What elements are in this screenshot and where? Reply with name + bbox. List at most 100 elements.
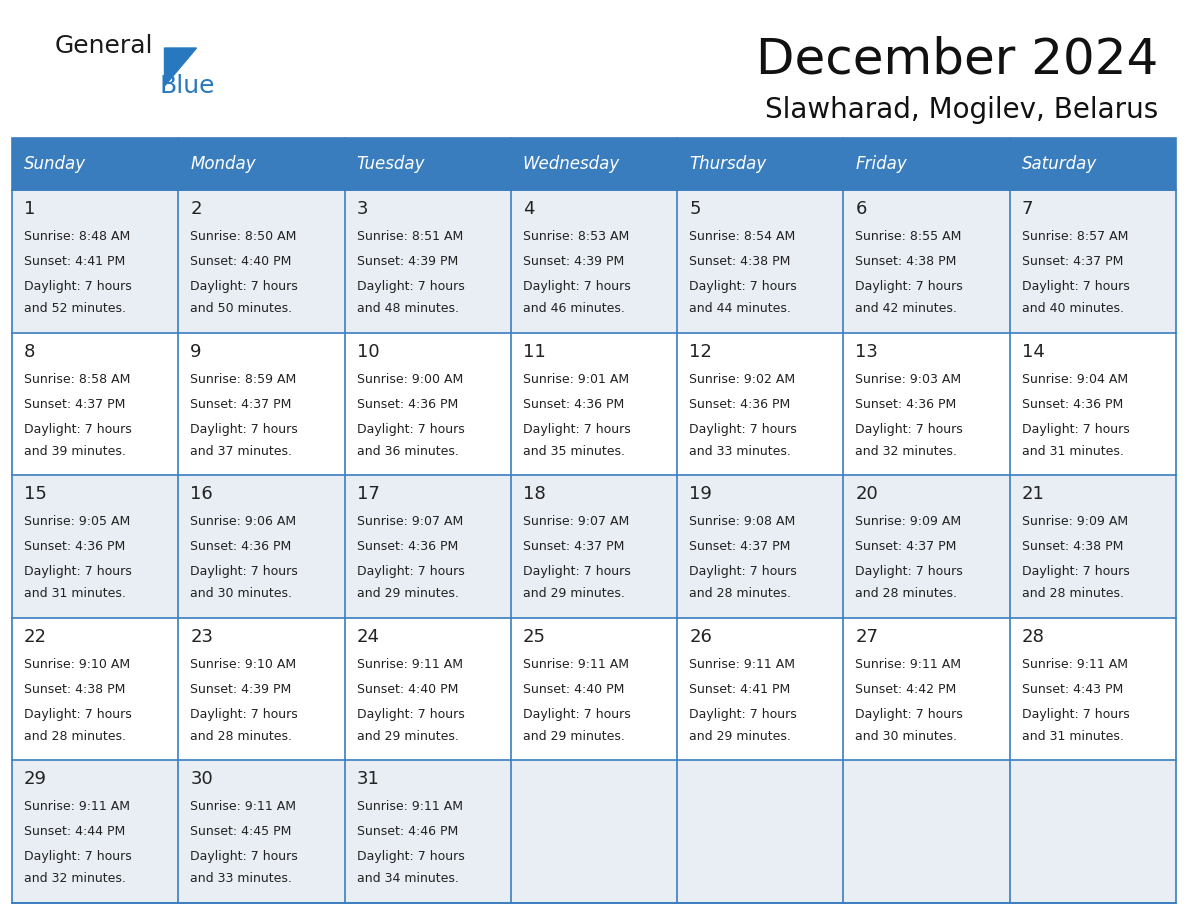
Text: Sunset: 4:38 PM: Sunset: 4:38 PM: [689, 255, 790, 268]
Text: and 39 minutes.: and 39 minutes.: [24, 444, 126, 457]
Text: Sunset: 4:36 PM: Sunset: 4:36 PM: [356, 397, 457, 410]
Text: Daylight: 7 hours: Daylight: 7 hours: [24, 280, 132, 293]
Text: Sunrise: 9:11 AM: Sunrise: 9:11 AM: [190, 800, 296, 813]
Text: Daylight: 7 hours: Daylight: 7 hours: [855, 565, 963, 578]
Text: 30: 30: [190, 770, 213, 789]
Text: Sunrise: 8:54 AM: Sunrise: 8:54 AM: [689, 230, 796, 243]
Text: Sunset: 4:36 PM: Sunset: 4:36 PM: [689, 397, 790, 410]
Text: 2: 2: [190, 200, 202, 218]
Text: and 30 minutes.: and 30 minutes.: [190, 588, 292, 600]
Text: Sunrise: 9:11 AM: Sunrise: 9:11 AM: [523, 658, 628, 671]
Text: 8: 8: [24, 342, 36, 361]
Text: Saturday: Saturday: [1022, 155, 1097, 173]
Text: and 29 minutes.: and 29 minutes.: [356, 730, 459, 743]
Text: Sunset: 4:45 PM: Sunset: 4:45 PM: [190, 825, 292, 838]
Text: Sunday: Sunday: [24, 155, 86, 173]
Text: 28: 28: [1022, 628, 1044, 645]
Bar: [12, 618, 1176, 760]
Text: Daylight: 7 hours: Daylight: 7 hours: [1022, 708, 1130, 721]
Text: Sunrise: 9:09 AM: Sunrise: 9:09 AM: [1022, 515, 1127, 528]
Text: Sunset: 4:37 PM: Sunset: 4:37 PM: [523, 540, 624, 554]
Text: Sunrise: 8:51 AM: Sunrise: 8:51 AM: [356, 230, 463, 243]
Text: 3: 3: [356, 200, 368, 218]
Text: Sunset: 4:41 PM: Sunset: 4:41 PM: [689, 683, 790, 696]
Text: Daylight: 7 hours: Daylight: 7 hours: [689, 422, 797, 436]
Text: Tuesday: Tuesday: [356, 155, 425, 173]
Text: Sunset: 4:37 PM: Sunset: 4:37 PM: [689, 540, 790, 554]
Text: 1: 1: [24, 200, 36, 218]
Text: Sunset: 4:44 PM: Sunset: 4:44 PM: [24, 825, 125, 838]
Text: Daylight: 7 hours: Daylight: 7 hours: [24, 565, 132, 578]
Text: Sunset: 4:38 PM: Sunset: 4:38 PM: [855, 255, 956, 268]
Text: General: General: [55, 34, 153, 58]
Text: Sunrise: 9:09 AM: Sunrise: 9:09 AM: [855, 515, 961, 528]
Text: and 29 minutes.: and 29 minutes.: [523, 588, 625, 600]
Text: and 30 minutes.: and 30 minutes.: [855, 730, 958, 743]
Text: Sunset: 4:39 PM: Sunset: 4:39 PM: [356, 255, 457, 268]
Text: Daylight: 7 hours: Daylight: 7 hours: [24, 708, 132, 721]
Text: 21: 21: [1022, 486, 1044, 503]
Text: and 36 minutes.: and 36 minutes.: [356, 444, 459, 457]
Text: Sunrise: 9:10 AM: Sunrise: 9:10 AM: [24, 658, 131, 671]
Text: Sunrise: 8:59 AM: Sunrise: 8:59 AM: [190, 373, 297, 386]
Text: Sunrise: 9:01 AM: Sunrise: 9:01 AM: [523, 373, 628, 386]
Text: and 40 minutes.: and 40 minutes.: [1022, 302, 1124, 315]
Text: 22: 22: [24, 628, 48, 645]
Text: Sunset: 4:38 PM: Sunset: 4:38 PM: [24, 683, 126, 696]
Text: Sunset: 4:39 PM: Sunset: 4:39 PM: [523, 255, 624, 268]
Text: Sunset: 4:46 PM: Sunset: 4:46 PM: [356, 825, 457, 838]
Text: Daylight: 7 hours: Daylight: 7 hours: [523, 280, 631, 293]
Text: 19: 19: [689, 486, 712, 503]
Text: and 28 minutes.: and 28 minutes.: [24, 730, 126, 743]
Text: 6: 6: [855, 200, 867, 218]
Text: Sunrise: 8:55 AM: Sunrise: 8:55 AM: [855, 230, 962, 243]
Text: and 44 minutes.: and 44 minutes.: [689, 302, 791, 315]
Text: December 2024: December 2024: [756, 36, 1158, 84]
Text: Sunset: 4:36 PM: Sunset: 4:36 PM: [356, 540, 457, 554]
Text: Daylight: 7 hours: Daylight: 7 hours: [24, 850, 132, 864]
Text: Sunrise: 9:08 AM: Sunrise: 9:08 AM: [689, 515, 796, 528]
Text: 9: 9: [190, 342, 202, 361]
Text: Sunset: 4:43 PM: Sunset: 4:43 PM: [1022, 683, 1123, 696]
Text: Sunrise: 9:02 AM: Sunrise: 9:02 AM: [689, 373, 795, 386]
Text: 26: 26: [689, 628, 712, 645]
Text: 29: 29: [24, 770, 48, 789]
Text: Daylight: 7 hours: Daylight: 7 hours: [190, 708, 298, 721]
Bar: [12, 138, 1176, 903]
Text: Daylight: 7 hours: Daylight: 7 hours: [1022, 565, 1130, 578]
Text: and 31 minutes.: and 31 minutes.: [24, 588, 126, 600]
Text: Sunset: 4:36 PM: Sunset: 4:36 PM: [1022, 397, 1123, 410]
Text: 25: 25: [523, 628, 545, 645]
Text: Sunrise: 9:03 AM: Sunrise: 9:03 AM: [855, 373, 961, 386]
Text: Sunset: 4:40 PM: Sunset: 4:40 PM: [190, 255, 292, 268]
Text: and 32 minutes.: and 32 minutes.: [855, 444, 958, 457]
Text: 17: 17: [356, 486, 379, 503]
Text: 23: 23: [190, 628, 214, 645]
Text: Daylight: 7 hours: Daylight: 7 hours: [190, 565, 298, 578]
Text: and 46 minutes.: and 46 minutes.: [523, 302, 625, 315]
Text: Sunrise: 9:07 AM: Sunrise: 9:07 AM: [356, 515, 463, 528]
Text: 16: 16: [190, 486, 213, 503]
Text: Daylight: 7 hours: Daylight: 7 hours: [190, 280, 298, 293]
Text: and 32 minutes.: and 32 minutes.: [24, 872, 126, 885]
Text: 5: 5: [689, 200, 701, 218]
Bar: [12, 476, 1176, 618]
Bar: [12, 760, 1176, 903]
Text: and 34 minutes.: and 34 minutes.: [356, 872, 459, 885]
Text: Daylight: 7 hours: Daylight: 7 hours: [689, 565, 797, 578]
Text: and 33 minutes.: and 33 minutes.: [190, 872, 292, 885]
Text: Monday: Monday: [190, 155, 255, 173]
Text: Sunset: 4:40 PM: Sunset: 4:40 PM: [523, 683, 624, 696]
Text: Sunset: 4:36 PM: Sunset: 4:36 PM: [855, 397, 956, 410]
Text: Sunset: 4:38 PM: Sunset: 4:38 PM: [1022, 540, 1123, 554]
Text: Daylight: 7 hours: Daylight: 7 hours: [855, 280, 963, 293]
Text: Wednesday: Wednesday: [523, 155, 620, 173]
Text: Sunset: 4:39 PM: Sunset: 4:39 PM: [190, 683, 291, 696]
Text: Daylight: 7 hours: Daylight: 7 hours: [190, 850, 298, 864]
Text: Sunset: 4:37 PM: Sunset: 4:37 PM: [24, 397, 126, 410]
Text: Sunrise: 8:58 AM: Sunrise: 8:58 AM: [24, 373, 131, 386]
Text: Daylight: 7 hours: Daylight: 7 hours: [689, 280, 797, 293]
Text: 12: 12: [689, 342, 712, 361]
Text: 15: 15: [24, 486, 46, 503]
Text: Sunset: 4:41 PM: Sunset: 4:41 PM: [24, 255, 125, 268]
